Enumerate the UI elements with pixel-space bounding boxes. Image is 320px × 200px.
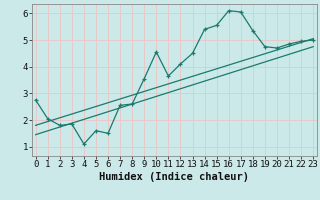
X-axis label: Humidex (Indice chaleur): Humidex (Indice chaleur) <box>100 172 249 182</box>
